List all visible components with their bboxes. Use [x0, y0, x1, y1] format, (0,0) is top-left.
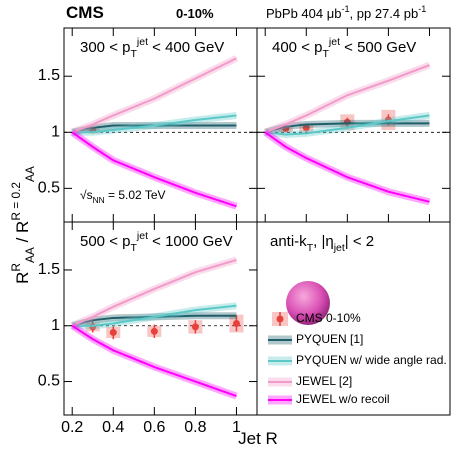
x-axis-label: Jet R	[238, 429, 278, 448]
decoration	[286, 281, 330, 325]
y-tick-label: 1.5	[38, 261, 60, 278]
centrality: 0-10%	[176, 6, 214, 21]
legend-label: PYQUEN [1]	[296, 332, 363, 346]
x-tick-label: 1	[232, 419, 241, 436]
experiment: CMS	[66, 3, 104, 22]
panel-title: 300 < pTjet < 400 GeV	[80, 36, 224, 60]
y-tick-label: 0.5	[38, 180, 60, 197]
legend-label: JEWEL [2]	[296, 374, 352, 388]
data-point	[232, 320, 240, 328]
panel-title: 500 < pTjet < 1000 GeV	[80, 230, 233, 254]
y-tick-label: 1	[51, 317, 60, 334]
model-line	[72, 304, 237, 327]
model-line	[71, 57, 237, 134]
x-tick-label: 0.4	[102, 419, 124, 436]
model-line	[265, 114, 430, 136]
model-line	[71, 258, 237, 327]
model-line	[72, 114, 237, 134]
model-line	[264, 64, 430, 134]
x-tick-label: 0.8	[184, 419, 206, 436]
panel-title: 400 < pTjet < 500 GeV	[272, 36, 416, 60]
legend-marker	[276, 315, 284, 323]
y-axis-label: RRAA / RR = 0.2AA	[9, 166, 37, 284]
model-line	[264, 122, 430, 134]
data-point	[150, 327, 158, 335]
data-point	[191, 323, 199, 331]
data-point	[302, 124, 310, 132]
selection-annotation: anti-kT, |ηjet| < 2	[270, 233, 374, 254]
y-tick-label: 1	[51, 124, 60, 141]
model-line	[71, 131, 237, 208]
model-line	[71, 324, 237, 397]
x-tick-label: 0.2	[61, 419, 83, 436]
model-band	[263, 129, 431, 206]
legend-label: JEWEL w/o recoil	[296, 392, 390, 406]
data-point	[109, 328, 117, 336]
energy-annotation: √sNN = 5.02 TeV	[80, 188, 166, 205]
model-line	[264, 131, 430, 203]
legend-label: CMS 0-10%	[296, 311, 361, 325]
model-line	[71, 124, 237, 134]
y-tick-label: 1.5	[38, 67, 60, 84]
legend-label: PYQUEN w/ wide angle rad.	[296, 353, 447, 367]
model-line	[71, 314, 237, 327]
x-tick-label: 0.6	[143, 419, 165, 436]
y-tick-label: 0.5	[38, 373, 60, 390]
luminosity: PbPb 404 μb-1, pp 27.4 pb-1	[266, 4, 426, 21]
